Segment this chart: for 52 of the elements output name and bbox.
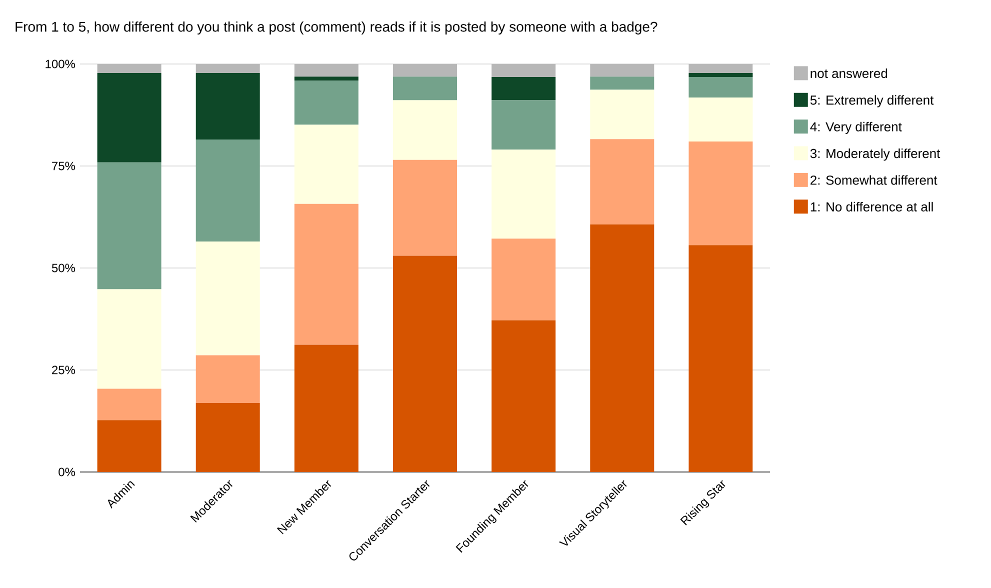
bar (97, 420, 162, 472)
bar (196, 403, 260, 472)
bar (590, 76, 654, 90)
bar (294, 64, 358, 77)
y-tick-label: 0% (58, 468, 76, 476)
bar (393, 100, 457, 160)
legend-label: 5: Extremely different (810, 95, 934, 108)
bar (393, 64, 457, 77)
bar (97, 162, 162, 290)
bar (393, 160, 457, 256)
legend-label: 3: Moderately different (810, 148, 940, 161)
bar (294, 344, 358, 472)
legend-label: 2: Somewhat different (810, 175, 938, 185)
bar (688, 77, 753, 98)
bar (590, 139, 654, 224)
bar (196, 72, 260, 140)
bar (492, 320, 556, 472)
bar (492, 64, 556, 78)
bar (196, 139, 260, 242)
bar (196, 64, 260, 73)
bar (590, 90, 654, 140)
bar (294, 80, 358, 125)
chart-title: From 1 to 5, how different do you think a post (comment) reads if it is posted by someone with a badge? (16, 21, 658, 35)
bar (97, 289, 162, 389)
bar (97, 388, 162, 420)
bar (688, 142, 753, 246)
bar (393, 76, 457, 100)
bar (590, 64, 654, 77)
bar (97, 72, 162, 162)
bar (688, 64, 753, 73)
bar (688, 72, 753, 78)
y-tick-label: 25% (52, 366, 76, 374)
bar (492, 150, 556, 239)
bar (688, 245, 753, 472)
legend-label: 4: Very different (810, 122, 902, 134)
bar (688, 97, 753, 142)
bar (492, 100, 556, 150)
bar (590, 224, 654, 472)
bar (294, 76, 358, 81)
y-tick-label: 100% (46, 60, 76, 68)
bar (196, 241, 260, 356)
bar (294, 124, 358, 204)
bar (196, 355, 260, 404)
bar (492, 77, 556, 100)
bar (97, 64, 162, 73)
bar (393, 256, 457, 472)
legend-label: 1: No difference at all (810, 202, 933, 212)
legend-label: not answered (810, 68, 888, 78)
y-tick-label: 75% (52, 162, 76, 170)
bar (294, 204, 358, 345)
bar (492, 238, 556, 320)
y-tick-label: 50% (52, 264, 76, 272)
